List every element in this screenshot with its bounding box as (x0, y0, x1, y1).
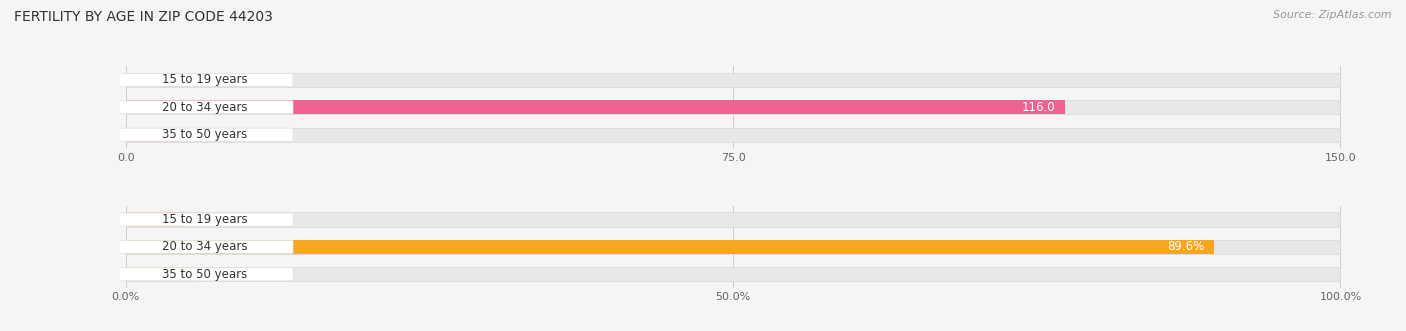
Text: 35 to 50 years: 35 to 50 years (162, 268, 247, 281)
Text: 20 to 34 years: 20 to 34 years (162, 101, 247, 114)
Bar (125, 100, 1066, 115)
Bar (125, 267, 1340, 281)
Text: 15 to 19 years: 15 to 19 years (162, 73, 247, 86)
Bar (125, 73, 1340, 87)
Text: 15 to 19 years: 15 to 19 years (162, 213, 247, 226)
FancyBboxPatch shape (117, 128, 292, 141)
FancyBboxPatch shape (117, 268, 292, 281)
Bar (125, 73, 288, 87)
FancyBboxPatch shape (117, 213, 292, 226)
FancyBboxPatch shape (117, 73, 292, 86)
Text: FERTILITY BY AGE IN ZIP CODE 44203: FERTILITY BY AGE IN ZIP CODE 44203 (14, 10, 273, 24)
Text: 4.8%: 4.8% (198, 213, 228, 226)
Text: 7.0: 7.0 (197, 128, 215, 141)
Bar (125, 127, 183, 142)
FancyBboxPatch shape (117, 240, 292, 254)
Text: 89.6%: 89.6% (1167, 240, 1205, 254)
Bar (125, 213, 1340, 227)
Bar (125, 127, 1340, 142)
Text: 5.6%: 5.6% (208, 268, 238, 281)
Bar (125, 240, 1215, 254)
Bar (125, 100, 1340, 115)
FancyBboxPatch shape (117, 101, 292, 114)
Text: 35 to 50 years: 35 to 50 years (162, 128, 247, 141)
Bar (125, 213, 184, 227)
Text: 20.0: 20.0 (252, 73, 278, 86)
Text: 116.0: 116.0 (1022, 101, 1056, 114)
Bar (125, 267, 194, 281)
Text: 20 to 34 years: 20 to 34 years (162, 240, 247, 254)
Text: Source: ZipAtlas.com: Source: ZipAtlas.com (1274, 10, 1392, 20)
Bar (125, 240, 1340, 254)
